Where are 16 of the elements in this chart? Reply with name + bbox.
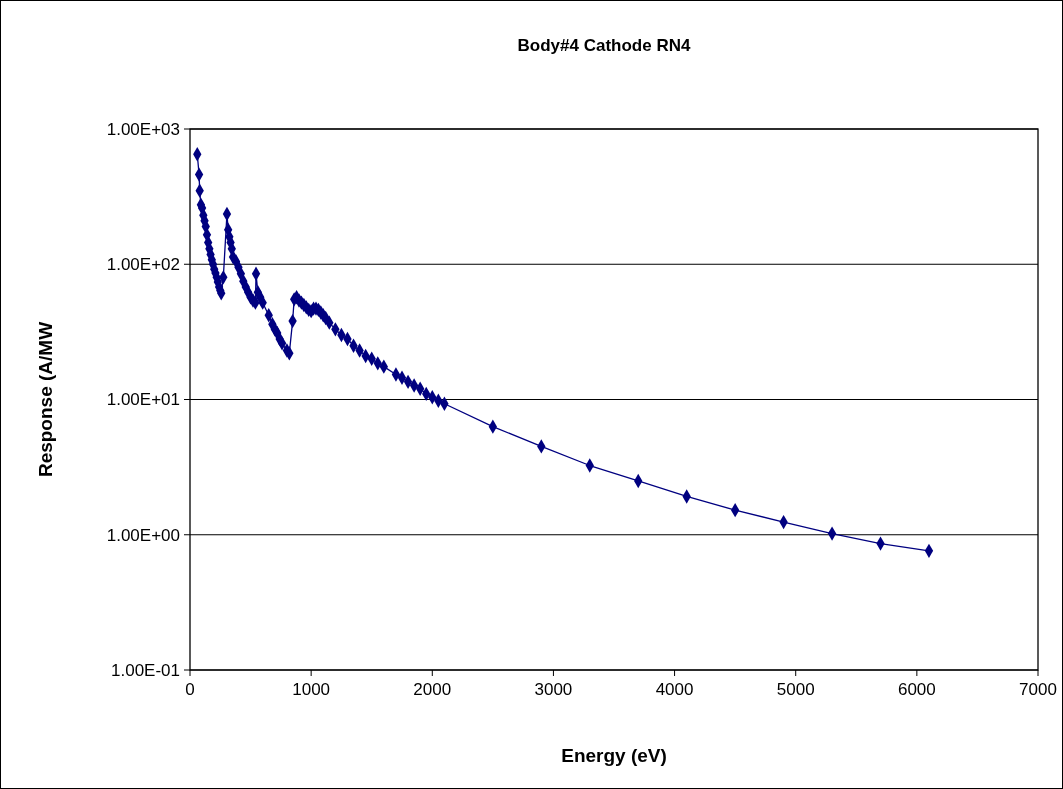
y-tick-label: 1.00E-01 (111, 660, 180, 680)
y-tick-label: 1.00E+02 (106, 255, 180, 275)
x-tick-label: 2000 (413, 680, 452, 699)
x-tick-label: 3000 (534, 680, 573, 699)
x-tick-label: 4000 (655, 680, 694, 699)
x-tick-label: 6000 (897, 680, 936, 699)
y-tick-label: 1.00E+01 (106, 390, 180, 410)
x-tick-label: 7000 (1019, 680, 1057, 699)
y-axis-title: Response (A/MW (35, 321, 56, 478)
x-tick-label: 1000 (292, 680, 331, 699)
x-tick-label: 0 (185, 680, 195, 699)
x-tick-label: 5000 (776, 680, 815, 699)
y-tick-label: 1.00E+00 (106, 525, 180, 545)
x-axis-title: Energy (eV) (561, 745, 667, 766)
chart-title: Body#4 Cathode RN4 (517, 36, 691, 55)
y-tick-label: 1.00E+03 (106, 119, 180, 139)
